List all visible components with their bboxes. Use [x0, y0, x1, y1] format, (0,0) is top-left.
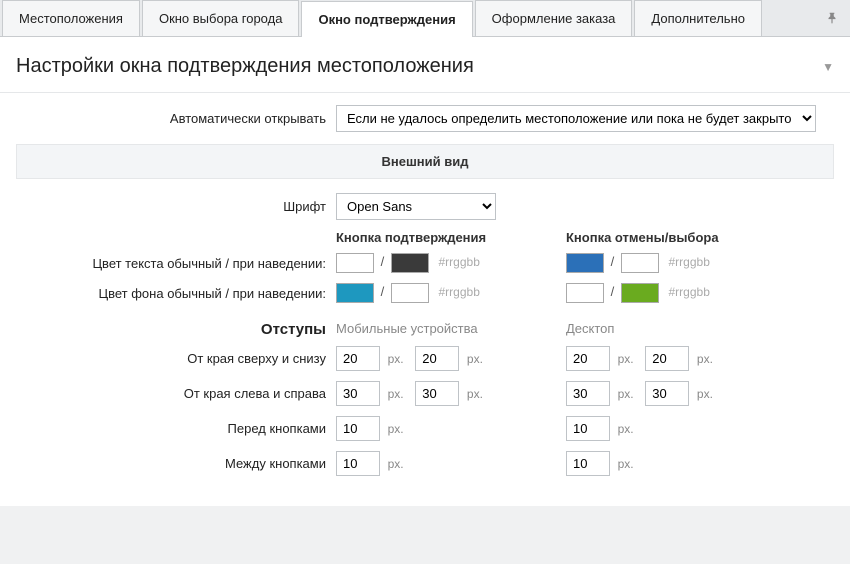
- desktop-tb-b[interactable]: [645, 346, 689, 371]
- tab-locations[interactable]: Местоположения: [2, 0, 140, 36]
- tab-checkout[interactable]: Оформление заказа: [475, 0, 633, 36]
- padding-section-label: Отступы: [16, 321, 336, 338]
- column-header-cancel: Кнопка отмены/выбора: [566, 230, 796, 245]
- label-left-right: От края слева и справа: [16, 386, 336, 401]
- section-title: Настройки окна подтверждения местоположе…: [16, 55, 474, 78]
- cancel-bg-normal-color[interactable]: [566, 283, 604, 303]
- tabs-bar: Местоположения Окно выбора города Окно п…: [0, 0, 850, 37]
- tab-confirm-window[interactable]: Окно подтверждения: [301, 1, 472, 37]
- section-header: Настройки окна подтверждения местоположе…: [0, 37, 850, 93]
- mobile-lr-a[interactable]: [336, 381, 380, 406]
- form-body: Автоматически открывать Если не удалось …: [0, 93, 850, 506]
- confirm-bg-hover-color[interactable]: [391, 283, 429, 303]
- confirm-text-hover-color[interactable]: [391, 253, 429, 273]
- desktop-before[interactable]: [566, 416, 610, 441]
- hint-rrggbb: #rrggbb: [669, 285, 710, 299]
- desktop-between[interactable]: [566, 451, 610, 476]
- tab-city-select[interactable]: Окно выбора города: [142, 0, 300, 36]
- label-auto-open: Автоматически открывать: [16, 111, 336, 126]
- cancel-text-hover-color[interactable]: [621, 253, 659, 273]
- subcol-mobile: Мобильные устройства: [336, 321, 566, 338]
- label-top-bottom: От края сверху и снизу: [16, 351, 336, 366]
- tab-additional[interactable]: Дополнительно: [634, 0, 762, 36]
- mobile-tb-b[interactable]: [415, 346, 459, 371]
- label-bg-color: Цвет фона обычный / при наведении:: [16, 286, 336, 301]
- desktop-tb-a[interactable]: [566, 346, 610, 371]
- confirm-text-normal-color[interactable]: [336, 253, 374, 273]
- column-header-confirm: Кнопка подтверждения: [336, 230, 566, 245]
- cancel-bg-hover-color[interactable]: [621, 283, 659, 303]
- collapse-icon[interactable]: ▼: [822, 60, 834, 74]
- desktop-lr-b[interactable]: [645, 381, 689, 406]
- appearance-heading: Внешний вид: [16, 144, 834, 179]
- confirm-bg-normal-color[interactable]: [336, 283, 374, 303]
- hint-rrggbb: #rrggbb: [669, 255, 710, 269]
- label-text-color: Цвет текста обычный / при наведении:: [16, 256, 336, 271]
- label-between-buttons: Между кнопками: [16, 456, 336, 471]
- desktop-lr-a[interactable]: [566, 381, 610, 406]
- cancel-text-normal-color[interactable]: [566, 253, 604, 273]
- mobile-between[interactable]: [336, 451, 380, 476]
- mobile-tb-a[interactable]: [336, 346, 380, 371]
- pin-icon[interactable]: [814, 0, 850, 36]
- auto-open-select[interactable]: Если не удалось определить местоположени…: [336, 105, 816, 132]
- settings-panel: Настройки окна подтверждения местоположе…: [0, 37, 850, 506]
- font-select[interactable]: Open Sans: [336, 193, 496, 220]
- mobile-lr-b[interactable]: [415, 381, 459, 406]
- subcol-desktop: Десктоп: [566, 321, 796, 338]
- hint-rrggbb: #rrggbb: [439, 285, 480, 299]
- label-font: Шрифт: [16, 199, 336, 214]
- hint-rrggbb: #rrggbb: [439, 255, 480, 269]
- label-before-buttons: Перед кнопками: [16, 421, 336, 436]
- mobile-before[interactable]: [336, 416, 380, 441]
